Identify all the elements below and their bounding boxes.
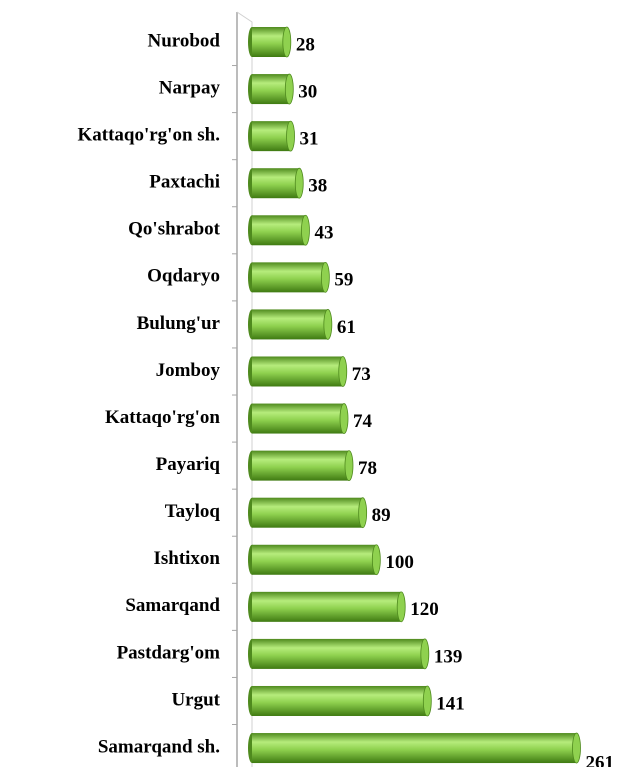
bar-cap bbox=[371, 544, 381, 576]
value-label: 38 bbox=[308, 176, 327, 197]
value-label: 141 bbox=[436, 693, 465, 714]
bar bbox=[252, 168, 300, 199]
category-label: Paxtachi bbox=[149, 172, 220, 193]
category-label: Jomboy bbox=[156, 360, 221, 381]
bar-cap bbox=[358, 497, 368, 529]
category-label: Urgut bbox=[171, 689, 220, 710]
bar bbox=[252, 544, 377, 575]
bar bbox=[252, 74, 290, 105]
bar bbox=[252, 262, 326, 293]
bar bbox=[252, 638, 425, 669]
value-label: 31 bbox=[300, 128, 319, 149]
bar-cap bbox=[323, 309, 333, 340]
bar-cap bbox=[286, 120, 295, 152]
category-label: Qo'shrabot bbox=[128, 219, 221, 240]
bar-cap bbox=[339, 403, 349, 434]
bar bbox=[252, 215, 306, 246]
bar-cap bbox=[282, 26, 292, 58]
category-label: Kattaqo'rg'on bbox=[105, 407, 220, 428]
bar bbox=[252, 309, 328, 340]
bar-cap bbox=[284, 73, 294, 105]
bar bbox=[252, 450, 349, 481]
category-label: Pastdarg'om bbox=[117, 642, 221, 663]
value-label: 78 bbox=[358, 458, 377, 479]
bar-cap bbox=[294, 167, 304, 199]
bar-cap bbox=[422, 685, 432, 717]
bar bbox=[252, 733, 577, 764]
bar-cap bbox=[572, 732, 581, 764]
category-label: Samarqand bbox=[125, 595, 220, 616]
value-label: 89 bbox=[372, 505, 391, 526]
value-label: 261 bbox=[586, 752, 615, 767]
bar bbox=[252, 121, 291, 152]
category-label: Tayloq bbox=[165, 501, 221, 522]
bar bbox=[252, 497, 363, 528]
value-label: 100 bbox=[385, 552, 414, 573]
bar-cap bbox=[301, 214, 310, 246]
category-label: Ishtixon bbox=[153, 548, 220, 569]
bar bbox=[252, 591, 402, 622]
value-label: 43 bbox=[314, 223, 333, 244]
category-label: Nurobod bbox=[147, 30, 220, 51]
value-label: 59 bbox=[334, 270, 353, 291]
bar bbox=[252, 356, 343, 387]
value-label: 28 bbox=[296, 34, 315, 55]
category-label: Payariq bbox=[156, 454, 221, 475]
bar-cap bbox=[344, 450, 354, 482]
value-label: 139 bbox=[434, 646, 463, 667]
value-label: 120 bbox=[410, 599, 439, 620]
bar-cap bbox=[338, 356, 348, 387]
category-label: Narpay bbox=[159, 77, 221, 98]
bar bbox=[252, 685, 428, 716]
value-label: 74 bbox=[353, 411, 373, 432]
bar-cap bbox=[320, 261, 330, 293]
value-label: 30 bbox=[298, 81, 317, 102]
bar bbox=[252, 27, 287, 57]
bar bbox=[252, 403, 345, 434]
value-label: 73 bbox=[352, 364, 371, 385]
bar-cap bbox=[420, 638, 430, 670]
category-label: Kattaqo'rg'on sh. bbox=[77, 124, 220, 145]
category-label: Oqdaryo bbox=[147, 266, 220, 287]
bar-cap bbox=[396, 591, 406, 623]
category-label: Bulung'ur bbox=[137, 313, 221, 334]
value-label: 61 bbox=[337, 317, 356, 338]
category-label: Samarqand sh. bbox=[98, 736, 220, 757]
